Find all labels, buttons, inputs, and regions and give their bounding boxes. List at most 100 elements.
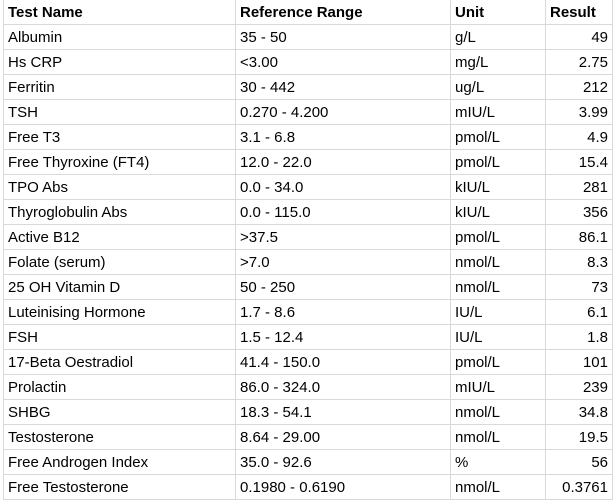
unit-cell[interactable]: nmol/L <box>450 249 546 275</box>
reference-range-cell[interactable]: 30 - 442 <box>235 74 451 100</box>
test-name-cell[interactable]: SHBG <box>3 399 236 425</box>
test-name-cell[interactable]: Free Testosterone <box>3 474 236 500</box>
unit-cell[interactable]: nmol/L <box>450 474 546 500</box>
unit-cell[interactable]: % <box>450 449 546 475</box>
unit-cell[interactable]: nmol/L <box>450 274 546 300</box>
header-row: Test Name Reference Range Unit Result <box>3 0 613 25</box>
reference-range-cell[interactable]: >37.5 <box>235 224 451 250</box>
test-name-cell[interactable]: Testosterone <box>3 424 236 450</box>
test-name-cell[interactable]: TPO Abs <box>3 174 236 200</box>
result-cell[interactable]: 15.4 <box>545 149 613 175</box>
unit-cell[interactable]: pmol/L <box>450 349 546 375</box>
header-unit[interactable]: Unit <box>450 0 546 25</box>
test-name-cell[interactable]: Free Androgen Index <box>3 449 236 475</box>
table-row: 25 OH Vitamin D 50 - 250 nmol/L 73 <box>3 274 613 300</box>
reference-range-cell[interactable]: 1.7 - 8.6 <box>235 299 451 325</box>
unit-cell[interactable]: nmol/L <box>450 399 546 425</box>
result-cell[interactable]: 2.75 <box>545 49 613 75</box>
result-cell[interactable]: 0.3761 <box>545 474 613 500</box>
table-row: Ferritin 30 - 442 ug/L 212 <box>3 74 613 100</box>
table-row: FSH 1.5 - 12.4 IU/L 1.8 <box>3 324 613 350</box>
reference-range-cell[interactable]: 35 - 50 <box>235 24 451 50</box>
reference-range-cell[interactable]: 0.0 - 34.0 <box>235 174 451 200</box>
lab-results-table: Test Name Reference Range Unit Result Al… <box>3 0 613 500</box>
test-name-cell[interactable]: 17-Beta Oestradiol <box>3 349 236 375</box>
header-result[interactable]: Result <box>545 0 613 25</box>
test-name-cell[interactable]: Luteinising Hormone <box>3 299 236 325</box>
reference-range-cell[interactable]: 50 - 250 <box>235 274 451 300</box>
reference-range-cell[interactable]: 8.64 - 29.00 <box>235 424 451 450</box>
reference-range-cell[interactable]: 86.0 - 324.0 <box>235 374 451 400</box>
header-reference-range[interactable]: Reference Range <box>235 0 451 25</box>
test-name-cell[interactable]: Prolactin <box>3 374 236 400</box>
test-name-cell[interactable]: Free T3 <box>3 124 236 150</box>
table-row: TSH 0.270 - 4.200 mIU/L 3.99 <box>3 99 613 125</box>
table-row: Testosterone 8.64 - 29.00 nmol/L 19.5 <box>3 424 613 450</box>
result-cell[interactable]: 1.8 <box>545 324 613 350</box>
unit-cell[interactable]: kIU/L <box>450 174 546 200</box>
unit-cell[interactable]: kIU/L <box>450 199 546 225</box>
test-name-cell[interactable]: TSH <box>3 99 236 125</box>
test-name-cell[interactable]: Free Thyroxine (FT4) <box>3 149 236 175</box>
reference-range-cell[interactable]: 12.0 - 22.0 <box>235 149 451 175</box>
reference-range-cell[interactable]: 3.1 - 6.8 <box>235 124 451 150</box>
result-cell[interactable]: 49 <box>545 24 613 50</box>
result-cell[interactable]: 239 <box>545 374 613 400</box>
table-row: Prolactin 86.0 - 324.0 mIU/L 239 <box>3 374 613 400</box>
result-cell[interactable]: 281 <box>545 174 613 200</box>
result-cell[interactable]: 212 <box>545 74 613 100</box>
table-row: TPO Abs 0.0 - 34.0 kIU/L 281 <box>3 174 613 200</box>
unit-cell[interactable]: nmol/L <box>450 424 546 450</box>
result-cell[interactable]: 56 <box>545 449 613 475</box>
table-row: Folate (serum) >7.0 nmol/L 8.3 <box>3 249 613 275</box>
table-row: Free Testosterone 0.1980 - 0.6190 nmol/L 0.… <box>3 474 613 500</box>
unit-cell[interactable]: IU/L <box>450 324 546 350</box>
table-row: Luteinising Hormone 1.7 - 8.6 IU/L 6.1 <box>3 299 613 325</box>
table-row: Thyroglobulin Abs 0.0 - 115.0 kIU/L 356 <box>3 199 613 225</box>
unit-cell[interactable]: mg/L <box>450 49 546 75</box>
result-cell[interactable]: 6.1 <box>545 299 613 325</box>
unit-cell[interactable]: mIU/L <box>450 374 546 400</box>
header-test-name[interactable]: Test Name <box>3 0 236 25</box>
test-name-cell[interactable]: Hs CRP <box>3 49 236 75</box>
result-cell[interactable]: 8.3 <box>545 249 613 275</box>
unit-cell[interactable]: pmol/L <box>450 224 546 250</box>
table-row: Free Androgen Index 35.0 - 92.6% 56 <box>3 449 613 475</box>
test-name-cell[interactable]: FSH <box>3 324 236 350</box>
reference-range-cell[interactable]: 0.1980 - 0.6190 <box>235 474 451 500</box>
reference-range-cell[interactable]: <3.00 <box>235 49 451 75</box>
result-cell[interactable]: 73 <box>545 274 613 300</box>
reference-range-cell[interactable]: 35.0 - 92.6 <box>235 449 451 475</box>
table-row: Free Thyroxine (FT4) 12.0 - 22.0 pmol/L 15.… <box>3 149 613 175</box>
unit-cell[interactable]: IU/L <box>450 299 546 325</box>
result-cell[interactable]: 86.1 <box>545 224 613 250</box>
unit-cell[interactable]: mIU/L <box>450 99 546 125</box>
reference-range-cell[interactable]: 0.0 - 115.0 <box>235 199 451 225</box>
result-cell[interactable]: 34.8 <box>545 399 613 425</box>
test-name-cell[interactable]: Ferritin <box>3 74 236 100</box>
test-name-cell[interactable]: Folate (serum) <box>3 249 236 275</box>
unit-cell[interactable]: pmol/L <box>450 149 546 175</box>
result-cell[interactable]: 19.5 <box>545 424 613 450</box>
reference-range-cell[interactable]: 41.4 - 150.0 <box>235 349 451 375</box>
table-row: 17-Beta Oestradiol 41.4 - 150.0 pmol/L 101 <box>3 349 613 375</box>
unit-cell[interactable]: pmol/L <box>450 124 546 150</box>
reference-range-cell[interactable]: 0.270 - 4.200 <box>235 99 451 125</box>
reference-range-cell[interactable]: >7.0 <box>235 249 451 275</box>
result-cell[interactable]: 3.99 <box>545 99 613 125</box>
result-cell[interactable]: 356 <box>545 199 613 225</box>
test-name-cell[interactable]: 25 OH Vitamin D <box>3 274 236 300</box>
unit-cell[interactable]: g/L <box>450 24 546 50</box>
table-row: Free T3 3.1 - 6.8 pmol/L 4.9 <box>3 124 613 150</box>
table-row: Hs CRP <3.00 mg/L 2.75 <box>3 49 613 75</box>
unit-cell[interactable]: ug/L <box>450 74 546 100</box>
result-cell[interactable]: 101 <box>545 349 613 375</box>
reference-range-cell[interactable]: 18.3 - 54.1 <box>235 399 451 425</box>
result-cell[interactable]: 4.9 <box>545 124 613 150</box>
reference-range-cell[interactable]: 1.5 - 12.4 <box>235 324 451 350</box>
table-row: Active B12 >37.5 pmol/L 86.1 <box>3 224 613 250</box>
test-name-cell[interactable]: Active B12 <box>3 224 236 250</box>
table-row: Albumin 35 - 50 g/L 49 <box>3 24 613 50</box>
test-name-cell[interactable]: Albumin <box>3 24 236 50</box>
test-name-cell[interactable]: Thyroglobulin Abs <box>3 199 236 225</box>
